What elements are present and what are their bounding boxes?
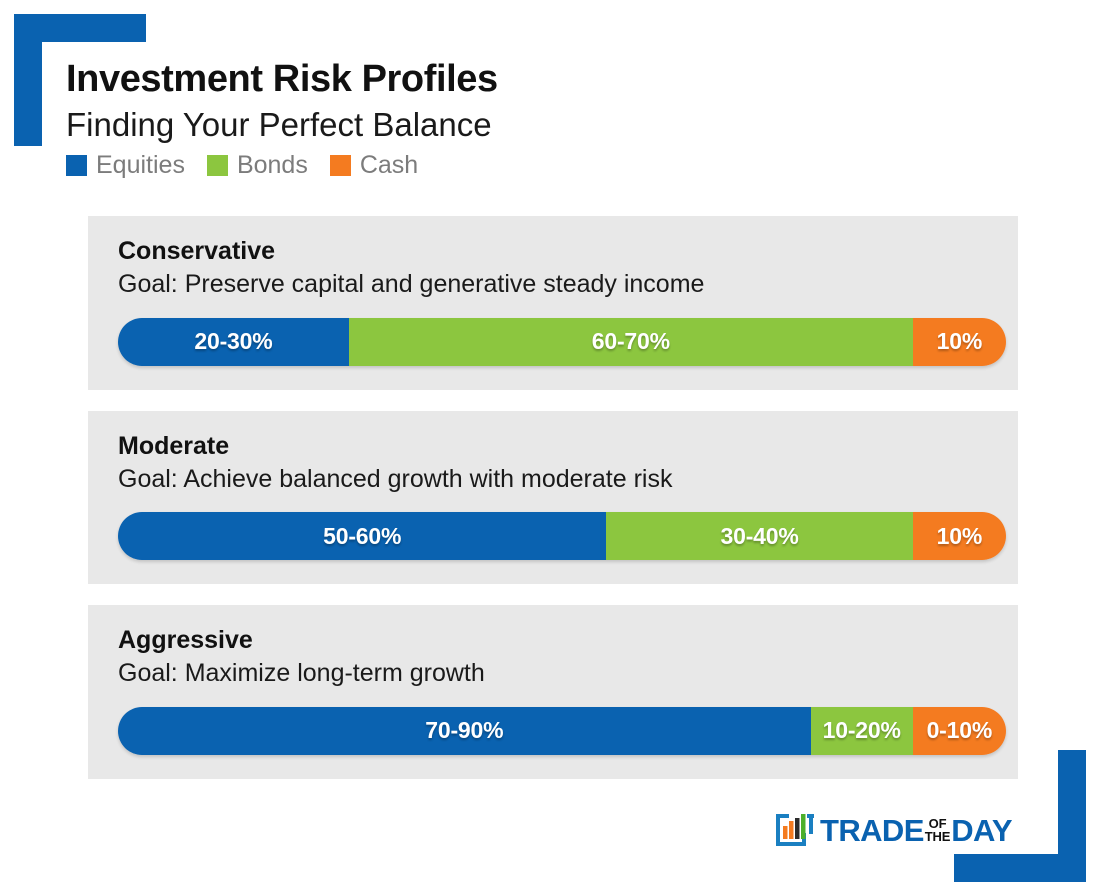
- risk-profile-goal: Goal: Achieve balanced growth with moder…: [118, 464, 673, 493]
- legend-swatch-bonds: [206, 155, 228, 177]
- legend-swatch-cash: [329, 155, 351, 177]
- allocation-bar: 20-30% 60-70% 10%: [118, 317, 1006, 366]
- allocation-segment-label: 70-90%: [425, 717, 504, 743]
- allocation-segment-label: 60-70%: [591, 328, 670, 354]
- allocation-segment-label: 0-10%: [926, 717, 993, 743]
- corner-bracket-top-left: [14, 14, 146, 146]
- allocation-segment-cash: 10%: [912, 512, 1006, 560]
- risk-profile-card: Moderate Goal: Achieve balanced growth wi…: [88, 410, 1018, 584]
- allocation-segment-equities: 50-60%: [118, 512, 607, 560]
- logo-word-day: DAY: [951, 812, 1012, 848]
- risk-profile-name: Moderate: [118, 431, 230, 460]
- allocation-segment-label: 10-20%: [822, 717, 901, 743]
- logo-word-the: THE: [924, 829, 951, 844]
- risk-profile-cards: Conservative Goal: Preserve capital and g…: [88, 216, 1018, 779]
- logo-word-trade: TRADE: [820, 812, 924, 848]
- header: Investment Risk Profiles Finding Your Pe…: [66, 58, 1026, 178]
- risk-profile-goal: Goal: Preserve capital and generative st…: [118, 270, 705, 299]
- risk-profile-card: Conservative Goal: Preserve capital and g…: [88, 216, 1018, 390]
- allocation-segment-equities: 20-30%: [118, 317, 349, 366]
- risk-profile-card: Aggressive Goal: Maximize long-term growt…: [88, 605, 1018, 779]
- legend: Equities Bonds Cash: [66, 153, 1026, 178]
- logo-wordmark: TRADE OF THE DAY: [820, 810, 1013, 850]
- legend-item: Bonds: [206, 151, 308, 180]
- legend-label: Cash: [359, 151, 419, 180]
- risk-profile-name: Conservative: [118, 237, 276, 265]
- allocation-segment-cash: 0-10%: [912, 706, 1006, 755]
- allocation-segment-label: 10%: [936, 522, 983, 549]
- legend-label: Bonds: [236, 151, 308, 180]
- allocation-segment-bonds: 30-40%: [606, 512, 913, 560]
- allocation-segment-cash: 10%: [912, 317, 1006, 366]
- risk-profile-name: Aggressive: [118, 626, 253, 654]
- allocation-segment-equities: 70-90%: [118, 706, 811, 755]
- legend-label: Equities: [96, 151, 185, 180]
- logo-word-of: OF: [928, 815, 947, 831]
- allocation-bar: 70-90% 10-20% 0-10%: [118, 706, 1006, 755]
- bar-chart-logo-icon: [774, 810, 816, 850]
- brand-logo: TRADE OF THE DAY: [774, 808, 1013, 852]
- allocation-bar: 50-60% 30-40% 10%: [118, 512, 1006, 560]
- legend-item: Cash: [329, 151, 419, 180]
- allocation-segment-label: 30-40%: [720, 522, 799, 549]
- page-subtitle: Finding Your Perfect Balance: [66, 105, 492, 143]
- corner-bracket-bottom-right: [954, 750, 1086, 882]
- allocation-segment-label: 50-60%: [323, 522, 402, 549]
- page-title: Investment Risk Profiles: [66, 58, 498, 100]
- risk-profile-goal: Goal: Maximize long-term growth: [118, 659, 485, 688]
- allocation-segment-bonds: 10-20%: [810, 706, 913, 755]
- allocation-segment-bonds: 60-70%: [348, 317, 913, 366]
- allocation-segment-label: 10%: [936, 328, 983, 354]
- logo-of-the: OF THE: [924, 815, 951, 844]
- legend-item: Equities: [66, 153, 185, 178]
- allocation-segment-label: 20-30%: [194, 328, 273, 354]
- legend-swatch-equities: [66, 155, 87, 177]
